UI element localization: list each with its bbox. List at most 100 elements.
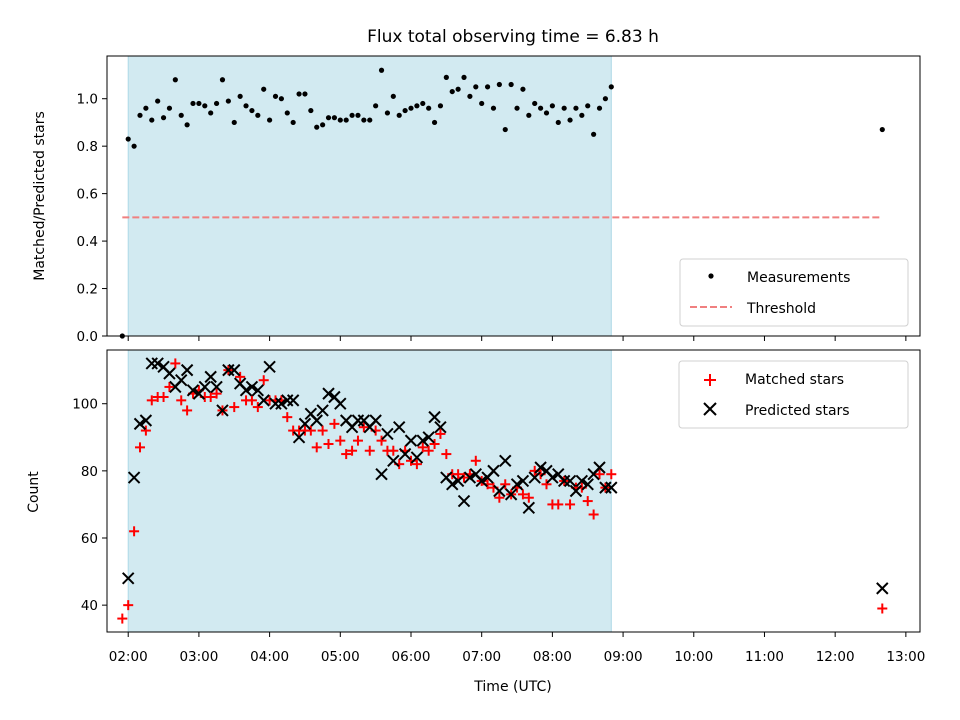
marker-stroke [339,414,353,427]
marker-stroke [281,394,294,407]
data-point [605,481,618,494]
data-point [602,96,609,102]
marker-stroke [469,468,483,481]
data-point [190,100,196,107]
data-point [317,425,328,436]
marker-stroke [286,394,300,407]
top-legend: Measurements Threshold [679,258,909,327]
data-point [364,445,375,456]
x-tick-label: 10:00 [674,649,713,665]
marker-stroke [139,414,153,427]
marker-stroke [163,367,176,380]
marker-stroke [563,474,577,488]
data-point [219,77,226,83]
data-point [557,474,571,488]
data-point [337,117,343,123]
data-point [451,474,465,488]
data-point [335,435,346,446]
data-point [538,105,544,111]
marker-stroke [404,434,418,447]
data-point [140,425,151,436]
data-point [555,119,561,126]
data-point [453,469,464,480]
bottom-panel: 40 60 80 100 02:00 03:00 04:00 05:00 06:00 07:00 0… [72,349,925,665]
data-point [541,479,552,490]
marker-stroke [334,397,347,410]
data-point [455,86,461,92]
x-tick-label: 08:00 [533,649,572,665]
data-point [269,397,282,410]
data-point [205,392,216,402]
marker-stroke [292,431,306,444]
data-point [606,469,617,480]
data-point [553,499,564,510]
data-point [302,91,308,97]
marker-stroke [487,464,500,478]
data-point [196,100,202,107]
data-point [579,112,585,118]
data-point [325,115,332,121]
data-point [410,451,424,464]
data-point [245,380,259,394]
series-predicted-stars [122,357,889,595]
data-point [166,105,173,111]
data-point [172,77,178,83]
data-point [202,103,208,109]
data-point [208,110,214,116]
data-point [281,394,294,407]
data-point [879,126,885,133]
data-point [158,392,169,402]
data-point [255,112,261,118]
data-point [581,478,594,491]
data-point [160,115,167,121]
data-point [473,84,479,90]
data-point [229,402,240,413]
series-measurements [119,67,885,339]
marker-stroke [298,417,312,431]
data-point [449,88,455,95]
data-point [290,119,296,126]
data-point [422,431,435,444]
data-point [175,374,188,387]
marker-stroke [593,461,606,474]
observing-span [127,55,612,337]
data-point [402,107,408,114]
marker-stroke [180,363,194,377]
data-point [263,360,276,373]
data-point [180,363,194,377]
marker-stroke [393,421,406,434]
top-y-axis-label: Matched/Predicted stars [32,111,48,281]
marker-stroke [251,384,265,397]
data-point [134,442,145,453]
marker-stroke [475,474,488,488]
data-point [151,357,164,370]
data-point [284,110,290,116]
data-point [186,384,200,397]
marker-stroke [546,471,559,484]
data-point [369,414,382,427]
data-point [146,395,157,406]
marker-stroke [310,414,323,427]
data-point [122,572,135,585]
y-tick-label: 60 [81,531,98,547]
data-point [877,603,888,614]
marker-stroke [222,363,235,377]
marker-stroke [528,471,541,484]
data-point [487,464,500,478]
marker-stroke [322,387,335,400]
data-point [390,93,396,99]
data-point [543,110,550,116]
marker-stroke [239,384,253,397]
marker-stroke [351,414,365,427]
data-point [316,404,329,417]
y-tick-label: 0.0 [77,329,98,345]
data-point [361,117,367,123]
data-point [532,100,538,107]
marker-stroke [499,454,512,467]
marker-stroke [510,478,524,491]
data-point [467,93,473,99]
axes-frame [106,349,921,633]
data-point [178,112,184,118]
marker-stroke [416,434,429,447]
marker-stroke [127,471,141,484]
